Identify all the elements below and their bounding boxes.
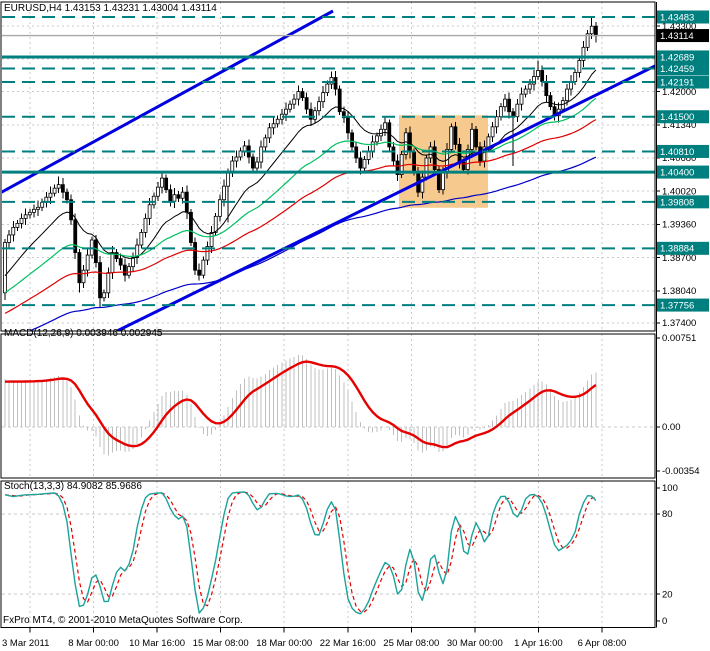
- stoch-indicator-label: Stoch(13,3,3) 84.9082 85.9686: [4, 481, 142, 492]
- svg-text:1.40680: 1.40680: [662, 153, 696, 164]
- svg-text:10 Mar 16:00: 10 Mar 16:00: [129, 638, 185, 649]
- trend-channel[interactable]: [0, 9, 655, 331]
- svg-text:8 Mar 00:00: 8 Mar 00:00: [68, 638, 119, 649]
- svg-text:0.00751: 0.00751: [662, 333, 696, 344]
- svg-text:1.42689: 1.42689: [660, 52, 694, 63]
- svg-text:3 Mar 2011: 3 Mar 2011: [2, 638, 49, 649]
- svg-text:25 Mar 08:00: 25 Mar 08:00: [383, 638, 439, 649]
- support-resistance-levels[interactable]: [2, 16, 655, 307]
- price-axis[interactable]: 1.43300 1.42000 1.41340 1.40680 1.40020 1.393…: [656, 10, 710, 330]
- svg-text:20: 20: [662, 589, 673, 600]
- svg-text:1.38040: 1.38040: [662, 286, 696, 297]
- copyright-text: FxPro MT4, © 2001-2010 MetaQuotes Softwa…: [3, 615, 243, 626]
- svg-text:15 Mar 08:00: 15 Mar 08:00: [193, 638, 249, 649]
- macd-histogram: [4, 355, 597, 456]
- svg-text:1.37756: 1.37756: [660, 300, 694, 311]
- svg-text:1.43114: 1.43114: [660, 31, 694, 42]
- indicator-axes[interactable]: 0.00751 0.00 -0.00354 100 80 20 0: [656, 333, 700, 627]
- candles: [3, 17, 598, 307]
- svg-text:80: 80: [662, 509, 673, 520]
- svg-text:1.41500: 1.41500: [660, 112, 694, 123]
- svg-text:-0.00354: -0.00354: [662, 466, 700, 477]
- svg-text:100: 100: [662, 483, 678, 494]
- svg-text:1.43300: 1.43300: [662, 21, 696, 32]
- svg-text:22 Mar 16:00: 22 Mar 16:00: [320, 638, 376, 649]
- chart-title: EURUSD,H4 1.43153 1.43231 1.43004 1.4311…: [4, 3, 217, 14]
- svg-text:1.42191: 1.42191: [660, 77, 694, 88]
- svg-text:1.42000: 1.42000: [662, 87, 696, 98]
- svg-text:1 Apr 16:00: 1 Apr 16:00: [514, 638, 563, 649]
- svg-text:18 Mar 00:00: 18 Mar 00:00: [256, 638, 312, 649]
- svg-text:0: 0: [662, 616, 667, 627]
- svg-text:0.00: 0.00: [662, 422, 681, 433]
- stochastic-panel: [2, 481, 655, 628]
- svg-text:1.43483: 1.43483: [660, 12, 694, 23]
- macd-panel: [2, 334, 655, 478]
- svg-text:1.39808: 1.39808: [660, 197, 694, 208]
- svg-text:1.41340: 1.41340: [662, 120, 696, 131]
- svg-text:6 Apr 08:00: 6 Apr 08:00: [578, 638, 627, 649]
- svg-text:30 Mar 00:00: 30 Mar 00:00: [447, 638, 503, 649]
- svg-text:1.40400: 1.40400: [660, 167, 694, 178]
- svg-text:1.39360: 1.39360: [662, 220, 696, 231]
- panel-frames: [0, 1, 657, 628]
- time-axis[interactable]: 3 Mar 2011 8 Mar 00:00 10 Mar 16:00 15 Mar …: [2, 628, 626, 649]
- stoch-d-line: [4, 491, 596, 613]
- macd-signal-line: [4, 360, 597, 449]
- svg-text:1.40810: 1.40810: [660, 147, 694, 158]
- stoch-k-line: [4, 491, 597, 615]
- svg-text:1.40020: 1.40020: [662, 186, 696, 197]
- svg-text:1.38884: 1.38884: [660, 244, 694, 255]
- svg-text:1.37400: 1.37400: [662, 318, 696, 329]
- svg-text:1.38700: 1.38700: [662, 253, 696, 264]
- macd-indicator-label: MACD(12,26,9) 0.003946 0.002945: [4, 328, 163, 339]
- svg-text:1.42459: 1.42459: [660, 64, 694, 75]
